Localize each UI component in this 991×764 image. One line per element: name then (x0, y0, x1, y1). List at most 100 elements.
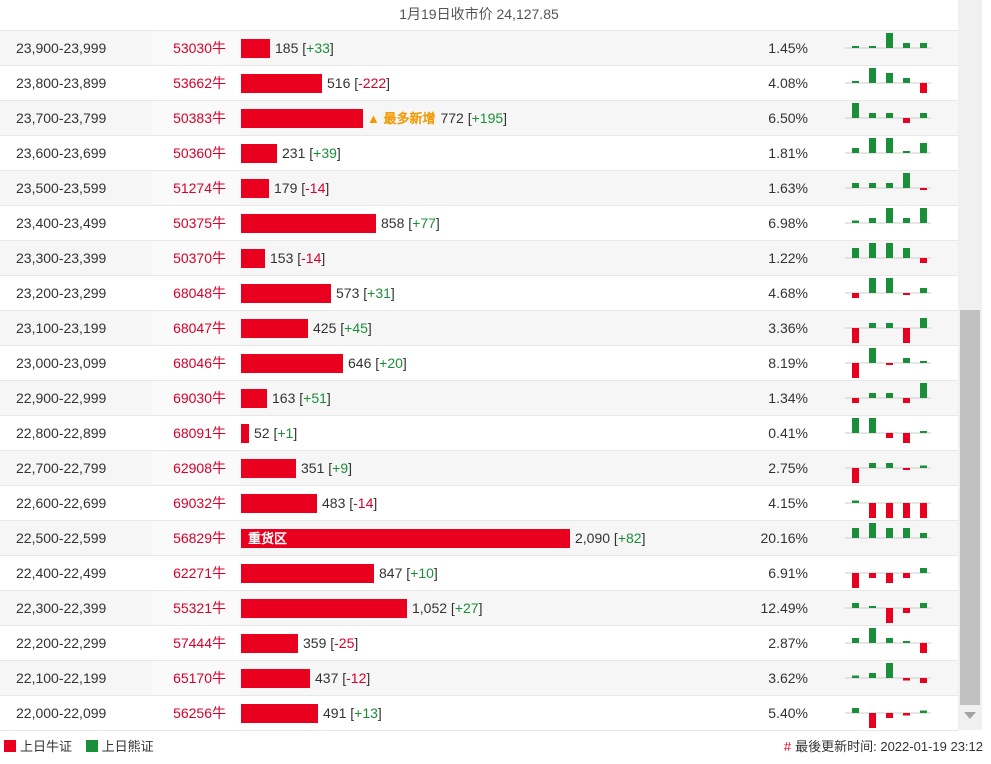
sparkline-bar (920, 568, 927, 573)
cbbc-code-link[interactable]: 68091牛 (152, 416, 240, 450)
price-range: 23,700-23,799 (16, 110, 107, 126)
sparkline-bar (920, 361, 927, 363)
count-bar-cell: 185 [+33] (241, 31, 334, 65)
sparkline-bar (886, 278, 893, 293)
count-bar (241, 143, 277, 163)
footer: 上日牛证 上日熊证 # 最後更新时间: 2022-01-19 23:12 (0, 736, 991, 760)
cbbc-code-link[interactable]: 50375牛 (152, 206, 240, 240)
distribution-table: 23,900-23,999 53030牛 185 [+33] 1.45% 23,800-… (0, 31, 958, 731)
sparkline-bar (869, 218, 876, 223)
bull-legend-label: 上日牛证 (20, 739, 73, 754)
sparkline-bar (920, 643, 927, 653)
count-value: 153 (270, 250, 294, 266)
percentage: 1.81% (768, 145, 808, 161)
cbbc-code-link[interactable]: 53030牛 (152, 31, 240, 65)
sparkline-bar (852, 148, 859, 153)
sparkline-bar (852, 708, 859, 713)
count-value: 351 (301, 460, 325, 476)
table-row: 23,500-23,599 51274牛 179 [-14] 1.63% (0, 171, 958, 206)
table-row: 23,400-23,499 50375牛 858 [+77] 6.98% (0, 206, 958, 241)
count-bar: 重货区 (241, 528, 570, 548)
price-range: 23,000-23,099 (16, 355, 107, 371)
price-range: 23,400-23,499 (16, 215, 107, 231)
closing-price-header: 1月19日收市价 24,127.85 (0, 0, 958, 31)
cbbc-code-link[interactable]: 69030牛 (152, 381, 240, 415)
bull-legend-swatch (4, 740, 16, 753)
vertical-scrollbar[interactable] (958, 0, 982, 730)
sparkline-bar (852, 468, 859, 483)
sparkline-bar (886, 363, 893, 365)
count-value: 359 (303, 635, 327, 651)
sparkline-bar (903, 433, 910, 443)
cbbc-code-link[interactable]: 50383牛 (152, 101, 240, 135)
cbbc-code-link[interactable]: 50360牛 (152, 136, 240, 170)
outstanding-count: 847 [+10] (379, 565, 438, 581)
cbbc-code-link[interactable]: 51274牛 (152, 171, 240, 205)
outstanding-count: 179 [-14] (274, 180, 330, 196)
percentage: 1.34% (768, 390, 808, 406)
scroll-down-arrow-icon[interactable] (964, 712, 976, 719)
sparkline-bar (852, 573, 859, 588)
table-row: 23,700-23,799 50383牛 ▲ 最多新增 772 [+195] 6.50% (0, 101, 958, 136)
price-range: 22,100-22,199 (16, 670, 107, 686)
cbbc-code-link[interactable]: 68046牛 (152, 346, 240, 380)
cbbc-code-link[interactable]: 53662牛 (152, 66, 240, 100)
cbbc-code-link[interactable]: 56829牛 (152, 521, 240, 555)
cbbc-code-link[interactable]: 56256牛 (152, 696, 240, 730)
price-range: 22,800-22,899 (16, 425, 107, 441)
cbbc-code-link[interactable]: 62271牛 (152, 556, 240, 590)
sparkline-bar (920, 533, 927, 538)
scrollbar-thumb[interactable] (960, 310, 980, 705)
outstanding-count: 52 [+1] (254, 425, 298, 441)
history-sparkline (845, 173, 931, 190)
count-bar (241, 563, 374, 583)
count-bar (241, 108, 363, 128)
sparkline-bar (903, 573, 910, 578)
cbbc-code-link[interactable]: 65170牛 (152, 661, 240, 695)
sparkline-bar (886, 393, 893, 398)
count-bar-cell: ▲ 最多新增 772 [+195] (241, 101, 507, 135)
percentage: 6.91% (768, 565, 808, 581)
sparkline-bar (852, 363, 859, 378)
most-added-tag: ▲ 最多新增 (367, 111, 436, 126)
count-change: +39 (313, 145, 337, 161)
count-value: 1,052 (412, 600, 448, 616)
percentage: 2.87% (768, 635, 808, 651)
outstanding-count: 163 [+51] (272, 390, 331, 406)
cbbc-code-link[interactable]: 62908牛 (152, 451, 240, 485)
history-sparkline (845, 208, 931, 224)
sparkline-bar (869, 503, 876, 518)
history-sparkline (845, 68, 931, 93)
cbbc-code-link[interactable]: 68047牛 (152, 311, 240, 345)
sparkline-bar (886, 638, 893, 643)
sparkline-bar (920, 465, 927, 468)
sparkline-bar (886, 33, 893, 48)
count-value: 179 (274, 180, 298, 196)
percentage: 1.45% (768, 40, 808, 56)
cbbc-code-link[interactable]: 69032牛 (152, 486, 240, 520)
sparkline-bar (852, 81, 859, 83)
count-bar (241, 388, 267, 408)
cbbc-code-link[interactable]: 57444牛 (152, 626, 240, 660)
price-range: 23,200-23,299 (16, 285, 107, 301)
sparkline-bar (869, 278, 876, 293)
sparkline-bar (903, 713, 910, 716)
percentage: 8.19% (768, 355, 808, 371)
sparkline-bar (869, 463, 876, 468)
cbbc-code-link[interactable]: 68048牛 (152, 276, 240, 310)
sparkline-bar (886, 463, 893, 468)
sparkline-bar (886, 663, 893, 678)
count-bar-cell: 516 [-222] (241, 66, 390, 100)
cbbc-code-link[interactable]: 50370牛 (152, 241, 240, 275)
sparkline-bar (920, 318, 927, 328)
sparkline-bar (886, 433, 893, 438)
sparkline-bar (920, 208, 927, 223)
percentage: 1.22% (768, 250, 808, 266)
cbbc-code-link[interactable]: 55321牛 (152, 591, 240, 625)
outstanding-count: 153 [-14] (270, 250, 326, 266)
count-bar-cell: 351 [+9] (241, 451, 352, 485)
count-bar (241, 178, 269, 198)
count-change: +9 (332, 460, 349, 476)
count-change: -14 (305, 180, 326, 196)
count-value: 2,090 (575, 530, 611, 546)
